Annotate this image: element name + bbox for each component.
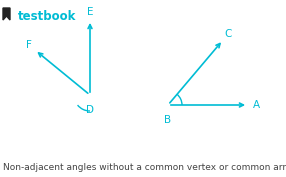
- Text: F: F: [26, 40, 32, 50]
- Text: Non-adjacent angles without a common vertex or common arm.: Non-adjacent angles without a common ver…: [3, 163, 286, 172]
- Text: E: E: [87, 7, 93, 17]
- Text: B: B: [164, 115, 172, 125]
- Polygon shape: [3, 8, 10, 20]
- Text: testbook: testbook: [18, 10, 76, 23]
- Text: C: C: [225, 29, 232, 39]
- Text: D: D: [86, 105, 94, 115]
- Text: A: A: [253, 100, 260, 110]
